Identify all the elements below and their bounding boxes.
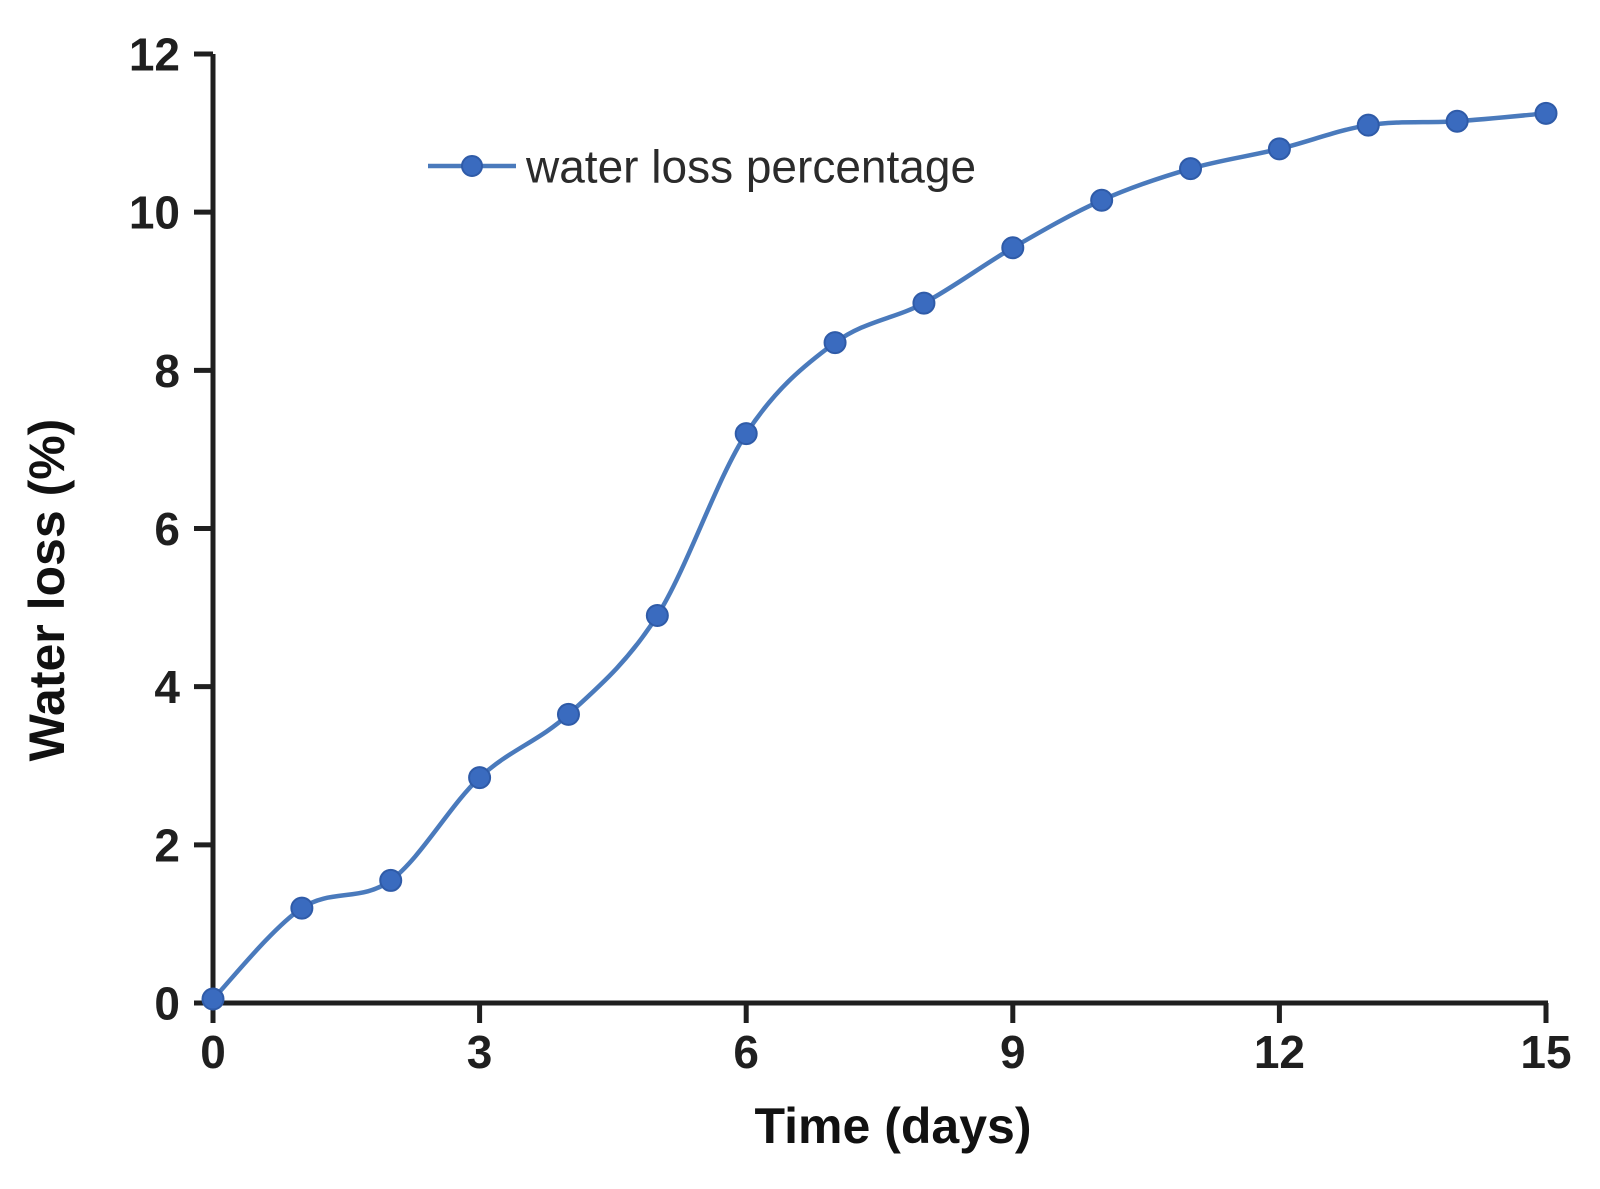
legend-label: water loss percentage: [525, 141, 976, 193]
data-point-marker: [1267, 137, 1291, 161]
data-point-marker: [912, 291, 936, 315]
data-point-marker: [645, 603, 669, 627]
series-water-loss: [201, 101, 1558, 1011]
y-tick-label: 4: [154, 661, 180, 713]
data-point-marker: [1179, 157, 1203, 181]
y-tick-label: 12: [129, 29, 180, 81]
data-point-marker: [1445, 109, 1469, 133]
data-point-marker: [468, 766, 492, 790]
data-point-marker: [1356, 113, 1380, 137]
data-point-marker: [823, 331, 847, 355]
axes: 0 2 4 6 8 10 12 0 3 6 9 12 15: [129, 29, 1572, 1078]
legend: water loss percentage: [428, 141, 976, 193]
x-tick-label: 0: [200, 1026, 226, 1078]
x-tick-label: 9: [1000, 1026, 1026, 1078]
x-axis-title: Time (days): [755, 1098, 1032, 1154]
data-point-marker: [556, 702, 580, 726]
y-tick-label: 0: [154, 978, 180, 1030]
data-point-marker: [379, 868, 403, 892]
series-line: [210, 111, 1549, 1002]
x-tick-label: 12: [1254, 1026, 1305, 1078]
y-tick-label: 2: [154, 819, 180, 871]
x-tick-label: 15: [1520, 1026, 1571, 1078]
data-point-marker: [290, 896, 314, 920]
data-point-marker: [734, 422, 758, 446]
y-tick-label: 10: [129, 187, 180, 239]
x-tick-label: 6: [733, 1026, 759, 1078]
data-point-marker: [1090, 188, 1114, 212]
data-point-marker: [201, 987, 225, 1011]
y-tick-label: 8: [154, 345, 180, 397]
legend-marker-icon: [461, 155, 483, 177]
y-axis-title: Water loss (%): [19, 419, 75, 762]
data-point-marker: [1534, 101, 1558, 125]
x-tick-label: 3: [467, 1026, 493, 1078]
y-tick-label: 6: [154, 503, 180, 555]
data-point-marker: [1001, 236, 1025, 260]
